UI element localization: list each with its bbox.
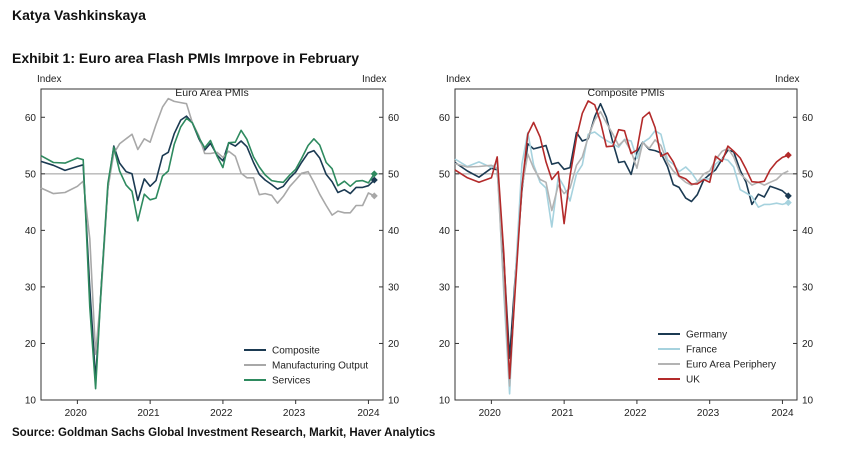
series-line-uk: [454, 100, 789, 380]
series-line-euro-area-periphery: [454, 110, 789, 387]
y-tick-label-left: 60: [439, 113, 451, 124]
legend-label-composite: Composite: [272, 346, 320, 357]
series-end-marker-services: [370, 170, 378, 178]
series-end-marker-composite: [370, 176, 378, 184]
y-tick-label-right: 20: [802, 339, 814, 350]
legend: Composite Manufacturing Output Services: [244, 346, 368, 387]
y-tick-label-right: 30: [388, 282, 400, 293]
y-tick-label-left: 30: [25, 282, 37, 293]
y-tick-label-right: 40: [802, 226, 814, 237]
legend-label-services: Services: [272, 376, 310, 387]
series-end-marker-france: [784, 199, 792, 207]
y-tick-label-right: 30: [802, 282, 814, 293]
legend-label-manufacturing-output: Manufacturing Output: [272, 361, 368, 372]
x-tick-label: 2021: [551, 408, 574, 419]
y-tick-label-left: 20: [25, 339, 37, 350]
y-tick-label-left: 40: [439, 226, 451, 237]
y-axis-label-right: Index: [775, 74, 799, 85]
y-tick-label-left: 40: [25, 226, 37, 237]
y-tick-label-right: 20: [388, 339, 400, 350]
series-end-marker-uk: [784, 151, 792, 159]
x-tick-label: 2023: [697, 408, 720, 419]
series-end-marker-germany: [784, 192, 792, 200]
x-tick-label: 2020: [65, 408, 88, 419]
y-tick-label-right: 60: [802, 113, 814, 124]
legend-label-germany: Germany: [686, 330, 727, 341]
y-tick-label-right: 10: [388, 396, 400, 407]
legend-label-uk: UK: [686, 375, 700, 386]
panel-title: Euro Area PMIs: [175, 87, 249, 99]
series-line-germany: [454, 102, 789, 360]
x-tick-label: 2020: [479, 408, 502, 419]
series-line-services: [40, 117, 375, 390]
x-tick-label: 2024: [771, 408, 794, 419]
y-tick-label-right: 40: [388, 226, 400, 237]
legend-label-euro-area-periphery: Euro Area Periphery: [686, 360, 776, 371]
series-end-marker-manufacturing-output: [370, 192, 378, 200]
y-axis-label-left: Index: [37, 74, 61, 85]
y-tick-label-left: 50: [439, 169, 451, 180]
y-tick-label-left: 50: [25, 169, 37, 180]
y-tick-label-right: 50: [388, 169, 400, 180]
series-line-manufacturing-output: [40, 97, 375, 356]
y-axis-label-right: Index: [362, 74, 386, 85]
series-line-france: [454, 130, 789, 395]
x-tick-label: 2022: [624, 408, 647, 419]
y-tick-label-left: 30: [439, 282, 451, 293]
y-tick-label-right: 10: [802, 396, 814, 407]
y-tick-label-right: 50: [802, 169, 814, 180]
source-note: Source: Goldman Sachs Global Investment …: [12, 427, 436, 439]
y-axis-label-left: Index: [446, 74, 470, 85]
y-tick-label-right: 60: [388, 113, 400, 124]
plot-frame: [40, 88, 384, 401]
y-tick-label-left: 20: [439, 339, 451, 350]
x-tick-label: 2023: [283, 408, 306, 419]
x-tick-label: 2021: [137, 408, 160, 419]
x-tick-label: 2024: [357, 408, 380, 419]
y-tick-label-left: 60: [25, 113, 37, 124]
y-tick-label-left: 10: [25, 396, 37, 407]
author-name: Katya Vashkinskaya: [12, 7, 146, 23]
legend: Germany France Euro Area Periphery UK: [658, 330, 776, 386]
legend-label-france: France: [686, 345, 718, 356]
plot-frame: [454, 88, 798, 401]
exhibit-title: Exhibit 1: Euro area Flash PMIs Imrpove …: [12, 50, 359, 66]
x-tick-label: 2022: [210, 408, 233, 419]
panel-title: Composite PMIs: [587, 87, 664, 99]
y-tick-label-left: 10: [439, 396, 451, 407]
